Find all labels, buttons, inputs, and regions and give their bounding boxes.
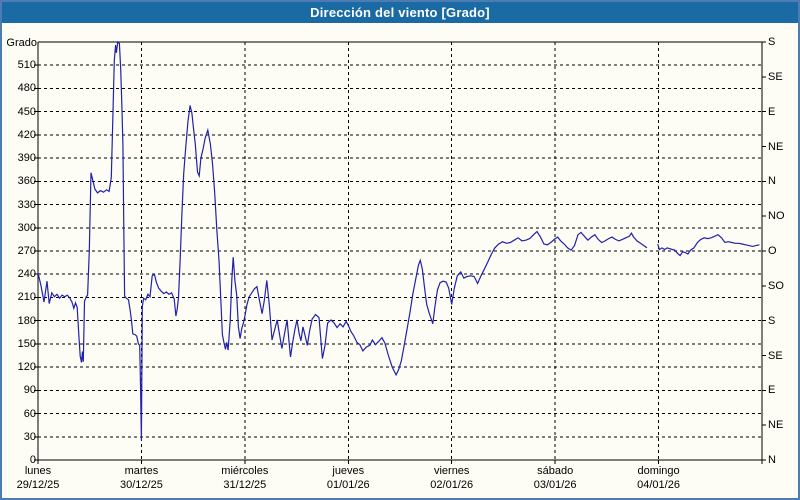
y-axis-right-tick-label: N bbox=[768, 454, 776, 466]
y-axis-right-tick-label: E bbox=[768, 384, 776, 397]
y-axis-right-tick-label: E bbox=[768, 105, 776, 118]
y-axis-left-tick-label: 300 bbox=[17, 221, 36, 234]
y-axis-right-tick-label: S bbox=[768, 36, 776, 48]
y-axis-left-tick-label: 0 bbox=[29, 454, 36, 466]
y-axis-left-tick-label: 90 bbox=[23, 384, 36, 397]
y-axis-left-tick-label: 330 bbox=[17, 198, 36, 211]
x-axis-date-label: 01/01/26 bbox=[326, 479, 370, 491]
chart-title-bar: Dirección del viento [Grado] bbox=[2, 2, 798, 23]
y-axis-left-tick-label: 450 bbox=[17, 105, 36, 118]
x-axis-weekday-label: jueves bbox=[332, 465, 365, 477]
x-axis-weekday-label: lunes bbox=[24, 465, 52, 477]
y-axis-left-tick-label: 60 bbox=[23, 407, 36, 420]
y-axis-right-tick-label: S bbox=[768, 314, 776, 327]
wind-direction-series-line bbox=[37, 40, 648, 441]
x-axis-weekday-label: sábado bbox=[537, 465, 574, 477]
x-axis-date-label: 30/12/25 bbox=[120, 479, 163, 491]
y-axis-right-tick-label: N bbox=[768, 175, 776, 188]
y-axis-left-tick-label: 120 bbox=[17, 361, 36, 374]
y-axis-left-tick-label: 240 bbox=[17, 268, 36, 281]
chart-title: Dirección del viento [Grado] bbox=[310, 5, 490, 20]
y-axis-left-tick-label: 480 bbox=[17, 82, 36, 95]
y-axis-right-tick-label: O bbox=[768, 245, 777, 257]
y-axis-right-tick-label: NE bbox=[768, 140, 784, 153]
y-axis-left-tick-label: 180 bbox=[17, 314, 36, 327]
y-axis-left-tick-label: 210 bbox=[17, 291, 36, 304]
x-axis-date-label: 03/01/26 bbox=[533, 479, 577, 491]
x-axis-weekday-label: domingo bbox=[637, 465, 680, 477]
y-axis-left-tick-label: 30 bbox=[23, 430, 36, 443]
y-axis-left-tick-label: 390 bbox=[17, 152, 36, 165]
x-axis-date-label: 31/12/25 bbox=[223, 479, 267, 491]
x-axis-date-label: 04/01/26 bbox=[637, 479, 680, 491]
x-axis-weekday-label: viernes bbox=[433, 465, 470, 477]
x-axis-date-label: 02/01/26 bbox=[430, 479, 474, 491]
y-axis-left-tick-label: 270 bbox=[17, 245, 36, 257]
y-axis-right-tick-label: NO bbox=[768, 210, 785, 223]
y-axis-right-tick-label: NE bbox=[768, 419, 784, 432]
y-axis-left-tick-label: 360 bbox=[17, 175, 36, 188]
y-axis-left-tick-label: 510 bbox=[17, 59, 36, 72]
y-axis-right-tick-label: SE bbox=[768, 70, 783, 83]
x-axis-weekday-label: miércoles bbox=[221, 465, 269, 477]
x-axis-weekday-label: martes bbox=[124, 465, 159, 477]
y-axis-left-tick-label: 420 bbox=[17, 128, 36, 141]
wind-direction-series-line bbox=[657, 233, 760, 257]
y-axis-left-tick-label: 150 bbox=[17, 337, 36, 350]
y-axis-unit-label: Grado bbox=[6, 37, 37, 49]
x-axis-date-label: 29/12/25 bbox=[16, 479, 60, 491]
y-axis-right-tick-label: SO bbox=[768, 279, 784, 292]
y-axis-right-tick-label: SE bbox=[768, 349, 783, 362]
